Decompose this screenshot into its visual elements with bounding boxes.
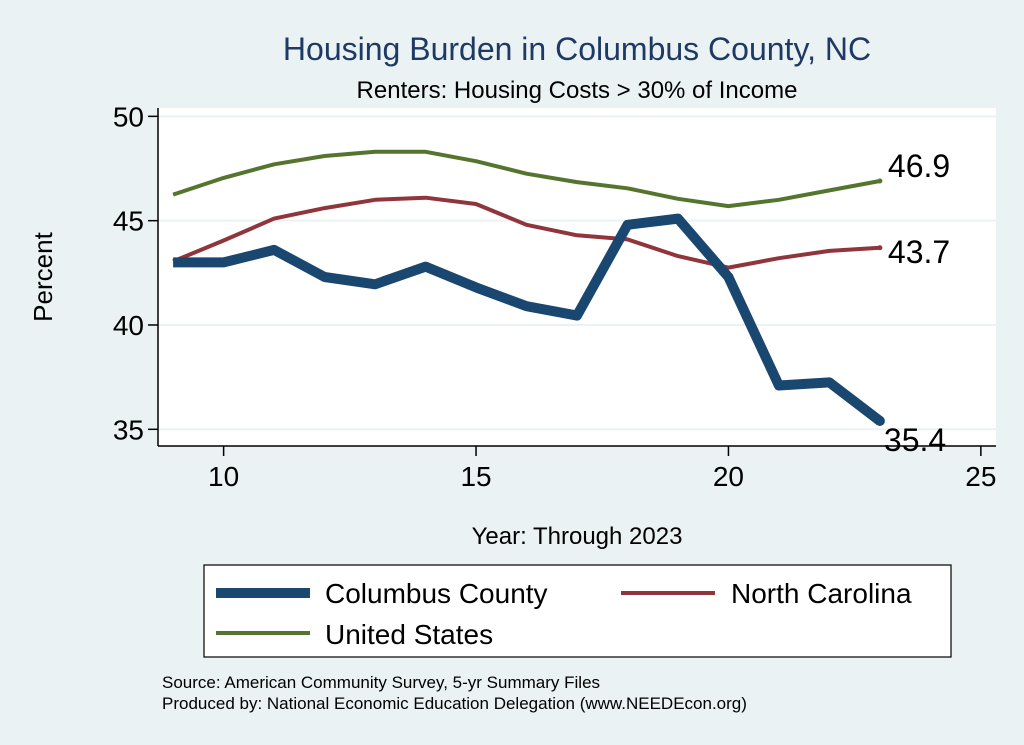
end-label-north-carolina: 43.7 [888, 234, 950, 270]
chart-subtitle: Renters: Housing Costs > 30% of Income [357, 77, 798, 104]
end-label-columbus-county: 35.4 [884, 422, 946, 458]
plot-area [158, 108, 996, 446]
legend-box [203, 564, 952, 658]
chart-title: Housing Burden in Columbus County, NC [283, 31, 871, 67]
source-note: Source: American Community Survey, 5-yr … [162, 673, 600, 692]
end-marker-united-states [877, 178, 883, 184]
end-label-united-states: 46.9 [888, 148, 950, 184]
series-line-columbus-county [173, 213, 883, 425]
y-tick-label-45: 45 [113, 206, 144, 237]
y-tick-label-35: 35 [113, 414, 144, 445]
y-ticks: 35 40 45 50 [113, 101, 158, 445]
legend-label-north-carolina: North Carolina [731, 578, 912, 609]
end-marker-north-carolina [877, 245, 883, 251]
legend-label-united-states: United States [325, 619, 493, 650]
x-tick-label-15: 15 [460, 461, 491, 492]
x-tick-label-10: 10 [208, 461, 239, 492]
gridlines [158, 115, 996, 431]
y-tick-label-50: 50 [113, 101, 144, 132]
legend: Columbus County North Carolina United St… [203, 564, 952, 658]
x-tick-label-25: 25 [965, 461, 996, 492]
series-line-united-states [172, 149, 881, 209]
x-tick-label-20: 20 [713, 461, 744, 492]
credit-note: Produced by: National Economic Education… [162, 694, 747, 713]
y-tick-label-40: 40 [113, 310, 144, 341]
end-labels: 35.4 43.7 46.9 [874, 148, 950, 458]
y-axis-label: Percent [28, 231, 58, 321]
series-line-north-carolina [172, 195, 881, 270]
legend-label-columbus-county: Columbus County [325, 578, 548, 609]
axes [157, 108, 996, 447]
series-layer [172, 149, 883, 425]
x-axis-label: Year: Through 2023 [472, 523, 683, 550]
end-marker-columbus-county [874, 415, 885, 426]
x-ticks: 10 15 20 25 [208, 446, 996, 492]
